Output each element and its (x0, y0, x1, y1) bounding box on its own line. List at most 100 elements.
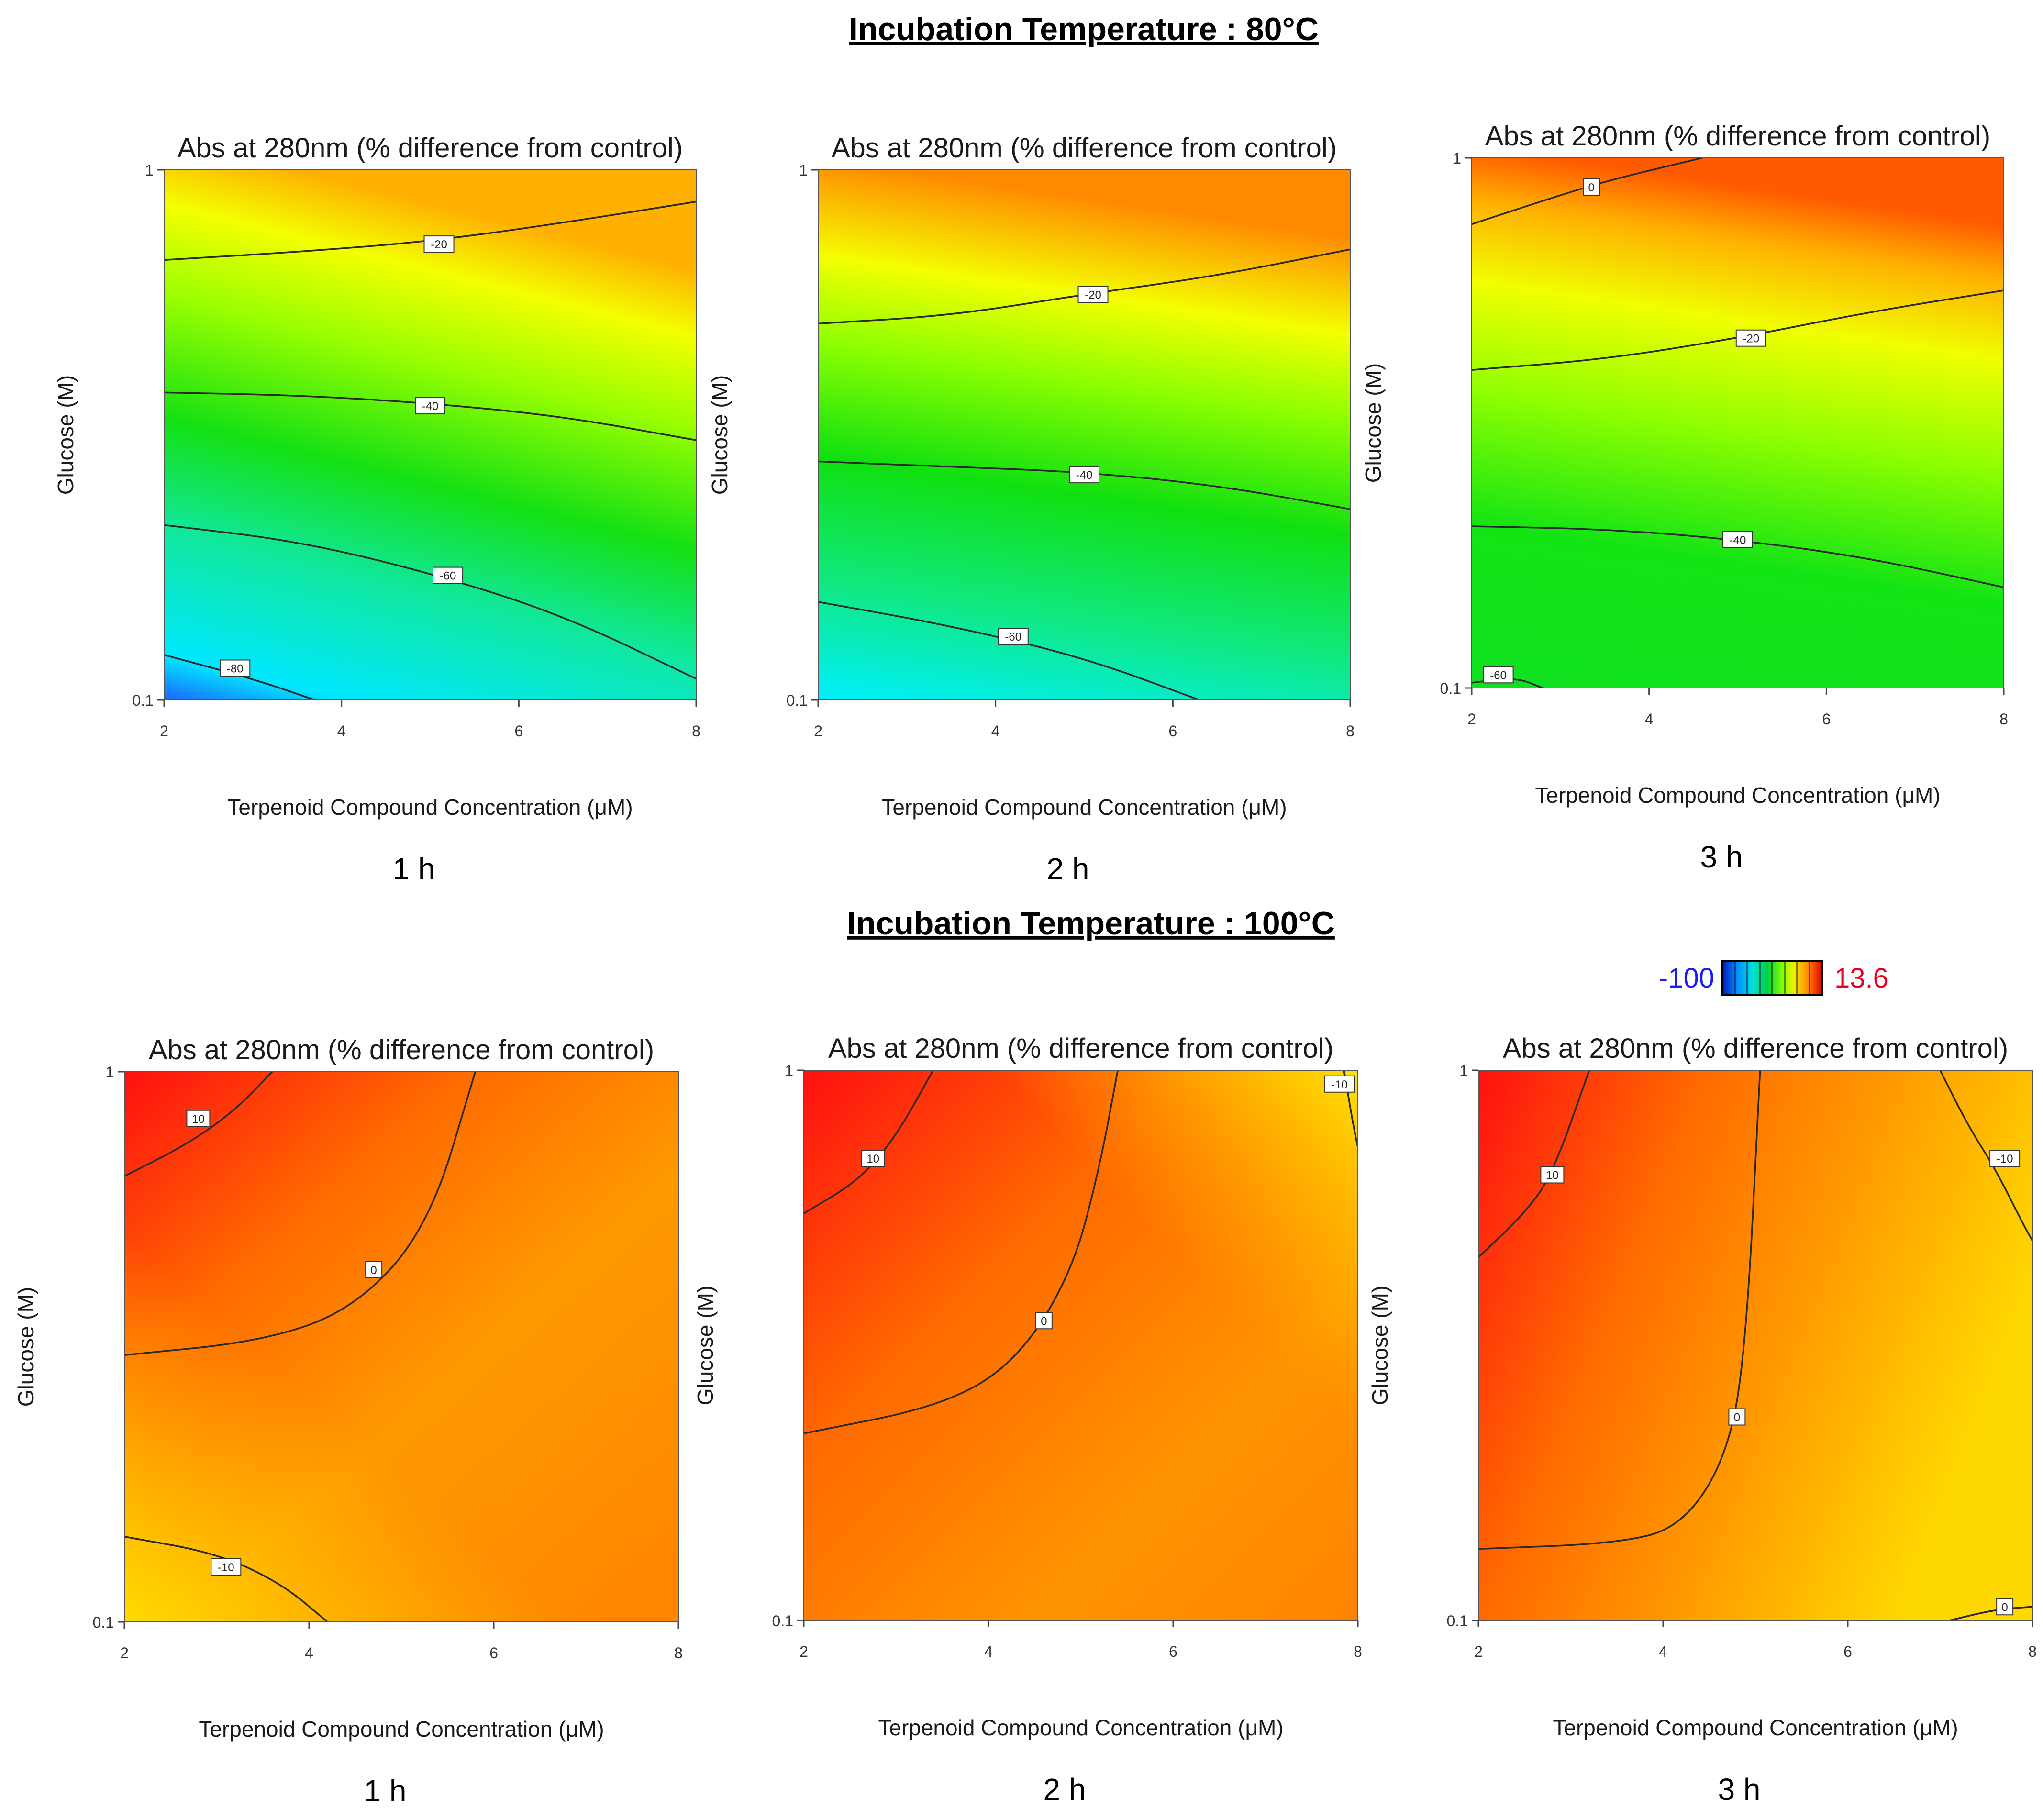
contour-label-box (1035, 1312, 1053, 1330)
contour-label: 10 (866, 1153, 879, 1165)
contour-panel: 10 0 -10 2 4 6 8 1 0.1 Abs at 280nm (% difference… (13, 1034, 683, 1808)
panel-title: Abs at 280nm (% difference from control) (832, 133, 1337, 164)
contour-fill (164, 170, 696, 700)
x-axis-label: Terpenoid Compound Concentration (μM) (1553, 1715, 1958, 1740)
contour-label-box (433, 566, 464, 584)
contour-label: 10 (192, 1113, 205, 1126)
time-label: 1 h (393, 852, 435, 886)
contour-line (818, 601, 1200, 700)
contour-label-box (998, 628, 1029, 645)
plot-frame (803, 1070, 1358, 1621)
contour-label: -20 (431, 238, 447, 251)
contour-line (1478, 1070, 1590, 1258)
y-tick-label: 0.1 (1447, 1612, 1468, 1630)
contour-label: -60 (1490, 669, 1507, 682)
x-tick-label: 4 (984, 1643, 993, 1660)
contour-label: -10 (1331, 1078, 1348, 1091)
contour-fill (124, 1072, 678, 1622)
contour-label-box (1996, 1598, 2014, 1616)
y-tick-label: 1 (145, 162, 154, 179)
x-axis-label: Terpenoid Compound Concentration (μM) (881, 795, 1287, 820)
y-tick-label: 0.1 (93, 1614, 114, 1631)
contour-line (1472, 289, 2004, 371)
contour-lines (804, 1070, 1358, 1434)
contour-label-box (1324, 1075, 1355, 1093)
contour-line (164, 524, 696, 680)
x-tick-label: 2 (1474, 1643, 1483, 1660)
contour-label: -20 (1085, 289, 1101, 301)
contour-label: 0 (370, 1264, 377, 1277)
x-tick-label: 6 (1168, 722, 1177, 740)
contour-line (804, 1070, 1119, 1434)
y-tick-label: 1 (1459, 1062, 1468, 1079)
contour-label: -80 (227, 663, 244, 676)
contour-lines (164, 200, 696, 700)
contour-label-box (1728, 1408, 1746, 1426)
contour-label-box (365, 1261, 383, 1278)
y-axis-label: Glucose (M) (13, 1287, 38, 1407)
x-tick-label: 8 (1354, 1643, 1362, 1660)
y-axis-label: Glucose (M) (707, 375, 732, 495)
contour-label: 0 (1041, 1315, 1047, 1328)
time-label: 3 h (1700, 840, 1743, 874)
contour-label: 0 (1588, 181, 1595, 194)
y-axis-label: Glucose (M) (53, 375, 78, 495)
x-tick-label: 8 (2028, 1643, 2037, 1660)
contour-fill (818, 170, 1350, 700)
time-label: 2 h (1047, 852, 1089, 886)
panel-title: Abs at 280nm (% difference from control) (1485, 121, 1990, 152)
x-axis-label: Terpenoid Compound Concentration (μM) (1535, 783, 1940, 808)
contour-label: -10 (1997, 1153, 2013, 1165)
y-axis-label: Glucose (M) (693, 1286, 718, 1405)
contour-panel: 0 -20 -40 -60 2 4 6 8 1 0.1 Abs at 280nm (% differ… (1361, 121, 2008, 874)
contour-line (1939, 1070, 2032, 1242)
plot-frame (1471, 157, 2004, 688)
contour-line (1472, 525, 2004, 588)
contour-panel: -20 -40 -60 2 4 6 8 1 0.1 Abs at 280nm (% differe… (707, 133, 1355, 886)
y-tick-label: 1 (1453, 150, 1461, 167)
x-axis-label: Terpenoid Compound Concentration (μM) (878, 1715, 1283, 1740)
contour-lines (124, 1072, 477, 1622)
y-tick-label: 1 (785, 1062, 793, 1079)
contour-panel: 10 0 -10 0 2 4 6 8 1 0.1 Abs at 280nm (% differenc… (1367, 1033, 2037, 1807)
contour-label-box (1540, 1166, 1565, 1184)
contour-line (124, 1536, 328, 1622)
contour-label-box (186, 1110, 211, 1127)
y-tick-label: 0.1 (787, 692, 808, 709)
y-axis-label: Glucose (M) (1361, 363, 1386, 483)
section-title-80c: Incubation Temperature : 80°C (849, 11, 1319, 47)
legend-min-label: -100 (1659, 963, 1714, 994)
x-tick-label: 8 (674, 1644, 683, 1662)
y-tick-label: 0.1 (772, 1612, 793, 1630)
contour-label-box (1583, 178, 1600, 196)
contour-fill (1472, 158, 2004, 688)
y-tick-label: 1 (105, 1064, 114, 1081)
x-tick-label: 2 (799, 1643, 808, 1660)
x-tick-label: 8 (1346, 722, 1355, 740)
legend-colorbar-dividers (1734, 961, 1810, 995)
contour-label-box (211, 1558, 242, 1576)
section-title-100c: Incubation Temperature : 100°C (847, 905, 1335, 942)
contour-line (164, 200, 696, 261)
x-axis-label: Terpenoid Compound Concentration (μM) (227, 795, 633, 820)
x-tick-label: 2 (1467, 710, 1476, 728)
x-tick-label: 4 (305, 1644, 313, 1662)
contour-label: 0 (1734, 1411, 1740, 1424)
contour-label-box (1077, 286, 1109, 303)
x-tick-label: 4 (991, 722, 1000, 740)
panel-title: Abs at 280nm (% difference from control) (178, 133, 683, 164)
contour-line (818, 248, 1350, 325)
x-tick-label: 4 (1645, 710, 1654, 728)
plot-frame (818, 169, 1351, 700)
x-tick-label: 6 (1822, 710, 1831, 728)
y-tick-label: 0.1 (133, 692, 154, 709)
contour-lines (818, 248, 1350, 700)
x-tick-label: 2 (120, 1644, 129, 1662)
contour-label: -20 (1743, 333, 1759, 345)
y-axis-label: Glucose (M) (1367, 1286, 1392, 1405)
contour-label: -10 (218, 1561, 234, 1574)
contour-label: -40 (422, 400, 439, 413)
contour-label-box (1722, 531, 1753, 548)
contour-label-box (1989, 1150, 2021, 1167)
